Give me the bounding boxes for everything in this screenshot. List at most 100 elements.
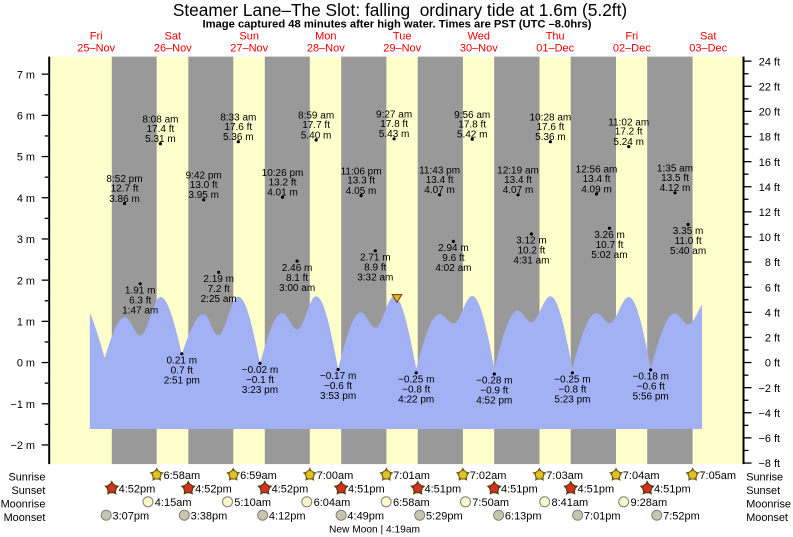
svg-text:17.8 ft: 17.8 ft bbox=[380, 119, 408, 130]
svg-text:7 m: 7 m bbox=[17, 69, 35, 81]
svg-text:18 ft: 18 ft bbox=[759, 132, 780, 144]
svg-text:4:52pm: 4:52pm bbox=[119, 484, 156, 496]
svg-text:8:52 pm: 8:52 pm bbox=[106, 174, 142, 185]
svg-text:5:56 pm: 5:56 pm bbox=[633, 392, 669, 403]
svg-text:6:58am: 6:58am bbox=[393, 497, 430, 509]
svg-text:3.35 m: 3.35 m bbox=[673, 226, 704, 237]
svg-text:Moonrise: Moonrise bbox=[746, 498, 791, 510]
svg-text:4.07 m: 4.07 m bbox=[424, 185, 455, 196]
svg-text:03–Dec: 03–Dec bbox=[689, 43, 727, 55]
svg-text:5.42 m: 5.42 m bbox=[457, 130, 488, 141]
svg-text:2.94 m: 2.94 m bbox=[438, 243, 469, 254]
svg-text:Tue: Tue bbox=[393, 31, 412, 43]
svg-text:−1 m: −1 m bbox=[10, 399, 35, 411]
svg-text:17.8 ft: 17.8 ft bbox=[458, 119, 486, 130]
svg-text:4:51pm: 4:51pm bbox=[425, 484, 462, 496]
svg-text:25–Nov: 25–Nov bbox=[77, 43, 115, 55]
svg-text:9.6 ft: 9.6 ft bbox=[442, 253, 464, 264]
svg-text:0.21 m: 0.21 m bbox=[167, 356, 198, 367]
svg-text:3:53 pm: 3:53 pm bbox=[320, 391, 356, 402]
svg-text:Fri: Fri bbox=[625, 31, 638, 43]
svg-text:5.36 m: 5.36 m bbox=[223, 132, 254, 143]
svg-text:7:05am: 7:05am bbox=[699, 470, 736, 482]
svg-text:4:51pm: 4:51pm bbox=[501, 484, 538, 496]
svg-text:17.7 ft: 17.7 ft bbox=[302, 120, 330, 131]
svg-text:3 m: 3 m bbox=[17, 234, 35, 246]
svg-text:24 ft: 24 ft bbox=[759, 56, 780, 68]
svg-text:6:59am: 6:59am bbox=[240, 470, 277, 482]
svg-text:Sunrise: Sunrise bbox=[746, 471, 783, 483]
svg-text:8:59 am: 8:59 am bbox=[298, 111, 334, 122]
svg-text:6:58am: 6:58am bbox=[164, 470, 201, 482]
svg-text:3:00 am: 3:00 am bbox=[279, 283, 315, 294]
svg-text:4.05 m: 4.05 m bbox=[346, 186, 377, 197]
svg-text:7:01am: 7:01am bbox=[393, 470, 430, 482]
svg-text:5.24 m: 5.24 m bbox=[613, 137, 644, 148]
svg-text:−0.28 m: −0.28 m bbox=[476, 376, 512, 387]
svg-text:1.91 m: 1.91 m bbox=[125, 286, 156, 297]
svg-text:3:32 am: 3:32 am bbox=[357, 273, 393, 284]
svg-text:Moonrise: Moonrise bbox=[1, 498, 46, 510]
svg-text:13.4 ft: 13.4 ft bbox=[504, 175, 532, 186]
svg-text:2:51 pm: 2:51 pm bbox=[164, 376, 200, 387]
svg-text:3.95 m: 3.95 m bbox=[188, 190, 219, 201]
svg-text:4:52pm: 4:52pm bbox=[272, 484, 309, 496]
svg-text:9:56 am: 9:56 am bbox=[454, 110, 490, 121]
svg-text:5.31 m: 5.31 m bbox=[145, 134, 176, 145]
svg-text:−0.8 ft: −0.8 ft bbox=[402, 385, 430, 396]
svg-text:10.7 ft: 10.7 ft bbox=[596, 240, 624, 251]
svg-text:16 ft: 16 ft bbox=[759, 157, 780, 169]
svg-text:Sat: Sat bbox=[165, 31, 182, 43]
svg-text:4:51pm: 4:51pm bbox=[348, 484, 385, 496]
svg-text:5:23 pm: 5:23 pm bbox=[554, 395, 590, 406]
svg-text:−0.18 m: −0.18 m bbox=[632, 372, 668, 383]
svg-text:4.12 m: 4.12 m bbox=[660, 183, 691, 194]
svg-text:Moonset: Moonset bbox=[746, 512, 788, 524]
svg-text:20 ft: 20 ft bbox=[759, 107, 780, 119]
svg-text:3:38pm: 3:38pm bbox=[191, 511, 228, 523]
svg-text:1:47 am: 1:47 am bbox=[122, 306, 158, 317]
svg-text:12 ft: 12 ft bbox=[759, 207, 780, 219]
svg-text:−2 m: −2 m bbox=[10, 440, 35, 452]
svg-text:−4 ft: −4 ft bbox=[759, 408, 781, 420]
svg-text:9:42 pm: 9:42 pm bbox=[186, 171, 222, 182]
svg-text:3.12 m: 3.12 m bbox=[516, 236, 547, 247]
svg-text:13.5 ft: 13.5 ft bbox=[661, 173, 689, 184]
svg-text:4 ft: 4 ft bbox=[765, 308, 780, 320]
svg-text:10:28 am: 10:28 am bbox=[530, 112, 572, 123]
svg-text:6:13pm: 6:13pm bbox=[505, 511, 542, 523]
svg-text:5 m: 5 m bbox=[17, 152, 35, 164]
svg-text:2.19 m: 2.19 m bbox=[203, 274, 234, 285]
svg-text:4:52pm: 4:52pm bbox=[195, 484, 232, 496]
svg-text:13.4 ft: 13.4 ft bbox=[583, 174, 611, 185]
svg-text:4.01 m: 4.01 m bbox=[267, 188, 298, 199]
svg-text:8:41am: 8:41am bbox=[552, 497, 589, 509]
svg-text:Sunset: Sunset bbox=[11, 485, 45, 497]
svg-text:4:15am: 4:15am bbox=[155, 497, 192, 509]
svg-text:4 m: 4 m bbox=[17, 193, 35, 205]
svg-text:4:49pm: 4:49pm bbox=[347, 511, 384, 523]
svg-text:13.4 ft: 13.4 ft bbox=[426, 175, 454, 186]
svg-text:9:27 am: 9:27 am bbox=[376, 110, 412, 121]
svg-text:7:52pm: 7:52pm bbox=[663, 511, 700, 523]
svg-text:Steamer Lane–The Slot: falling: Steamer Lane–The Slot: falling ordinary … bbox=[173, 0, 627, 20]
svg-text:7:03am: 7:03am bbox=[546, 470, 583, 482]
svg-text:27–Nov: 27–Nov bbox=[230, 43, 268, 55]
svg-text:New Moon | 4:19am: New Moon | 4:19am bbox=[329, 525, 420, 536]
svg-text:3.86 m: 3.86 m bbox=[109, 194, 140, 205]
svg-text:−0.9 ft: −0.9 ft bbox=[480, 386, 508, 397]
svg-text:−0.1 ft: −0.1 ft bbox=[246, 375, 274, 386]
svg-text:11:43 pm: 11:43 pm bbox=[419, 166, 460, 177]
svg-text:Thu: Thu bbox=[546, 31, 565, 43]
svg-text:−0.6 ft: −0.6 ft bbox=[637, 382, 665, 393]
svg-text:17.2 ft: 17.2 ft bbox=[615, 127, 643, 138]
svg-text:7:00am: 7:00am bbox=[317, 470, 354, 482]
svg-text:5.40 m: 5.40 m bbox=[301, 130, 332, 141]
svg-text:0 ft: 0 ft bbox=[765, 358, 780, 370]
svg-text:Moonset: Moonset bbox=[4, 512, 46, 524]
svg-text:13.3 ft: 13.3 ft bbox=[347, 176, 375, 187]
svg-text:9:28am: 9:28am bbox=[631, 497, 668, 509]
svg-text:4.09 m: 4.09 m bbox=[581, 184, 612, 195]
svg-text:11.0 ft: 11.0 ft bbox=[675, 236, 702, 247]
svg-text:8.1 ft: 8.1 ft bbox=[286, 273, 308, 284]
